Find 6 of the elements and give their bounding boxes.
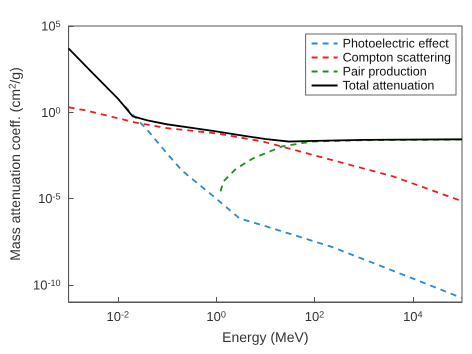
x-axis-title: Energy (MeV) [222,329,308,345]
y-axis-title: Mass attenuation coeff. (cm2/g) [7,67,24,261]
legend-label: Pair production [342,64,427,78]
legend-label: Total attenuation [342,78,434,92]
legend-label: Photoelectric effect [342,36,450,50]
legend-label: Compton scattering [342,50,452,64]
